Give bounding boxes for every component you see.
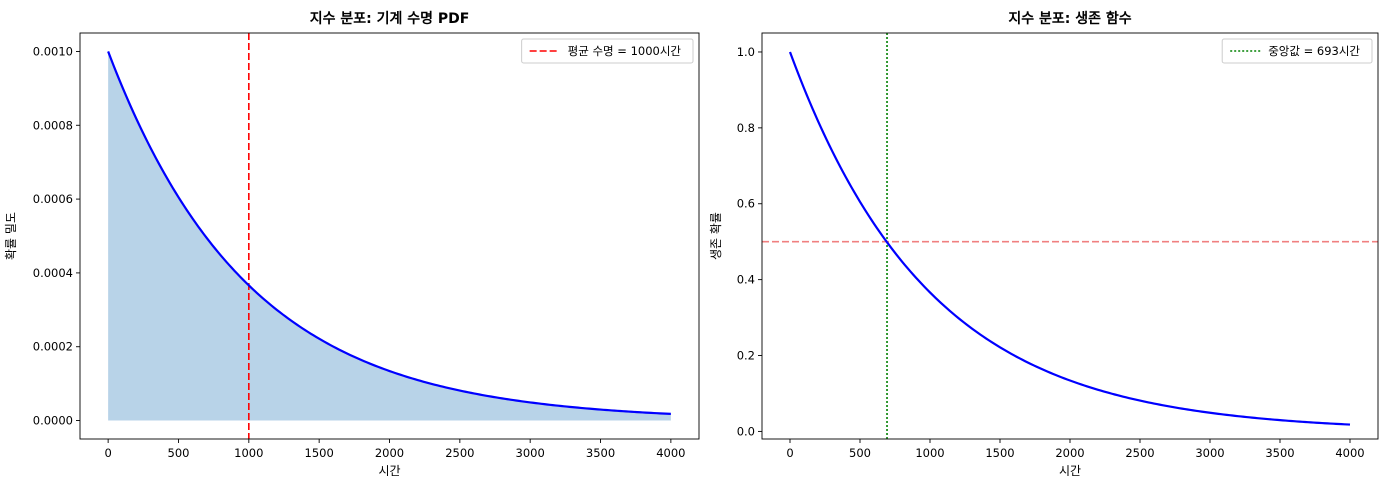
x-tick-label: 0 — [104, 446, 111, 460]
x-tick-label: 500 — [168, 446, 190, 460]
x-tick-label: 0 — [786, 446, 793, 460]
data-point — [283, 313, 285, 315]
x-tick-label: 2000 — [1055, 446, 1084, 460]
x-tick-label: 3500 — [1265, 446, 1294, 460]
x-tick-label: 2000 — [375, 446, 404, 460]
data-point — [1139, 399, 1141, 401]
x-tick-label: 3000 — [1195, 446, 1224, 460]
x-tick-label: 1500 — [985, 446, 1014, 460]
data-point — [1104, 390, 1106, 392]
data-point — [1034, 364, 1036, 366]
y-tick-label: 0.0010 — [33, 44, 73, 58]
y-tick-label: 0.0008 — [33, 118, 73, 132]
data-point — [1174, 406, 1176, 408]
data-point — [212, 245, 214, 247]
area-fill — [108, 51, 671, 421]
y-tick-label: 0.0000 — [33, 414, 73, 428]
y-tick-label: 0.0002 — [33, 340, 73, 354]
data-point — [564, 405, 566, 407]
legend: 평균 수명 = 1000시간 — [521, 38, 694, 64]
y-tick-label: 0.6 — [737, 197, 755, 211]
series-line — [107, 51, 671, 415]
y-axis-label: 생존 확률 — [709, 212, 723, 260]
pdf-chart-panel: 0 500 1000 1500 2000 2500 3000 3500 4000 0.0000 0.… — [4, 10, 700, 478]
data-point — [964, 321, 966, 323]
x-tick-label: 4000 — [1335, 446, 1364, 460]
data-point — [423, 381, 425, 383]
data-point — [824, 135, 826, 137]
data-point — [634, 410, 636, 412]
data-point — [318, 337, 320, 339]
data-point — [894, 251, 896, 253]
data-point — [248, 284, 250, 286]
x-tick-label: 4000 — [656, 446, 685, 460]
data-point — [999, 346, 1001, 348]
data-point — [529, 401, 531, 403]
data-point — [1209, 411, 1211, 413]
x-tick-label: 3000 — [516, 446, 545, 460]
data-point — [107, 50, 109, 52]
y-tick-label: 0.0006 — [33, 192, 73, 206]
x-tick-label: 1500 — [305, 446, 334, 460]
data-point — [459, 389, 461, 391]
y-tick-label: 0.8 — [737, 121, 755, 135]
data-point — [388, 370, 390, 372]
x-tick-label: 2500 — [1125, 446, 1154, 460]
data-point — [1279, 419, 1281, 421]
survival-chart-panel: 0 500 1000 1500 2000 2500 3000 3500 4000 0.0 0.2 0.… — [709, 10, 1379, 478]
data-point — [1349, 423, 1351, 425]
chart-title: 지수 분포: 기계 수명 PDF — [310, 10, 470, 27]
plot-frame — [761, 32, 1379, 440]
data-point — [177, 195, 179, 197]
legend-label: 평균 수명 = 1000시간 — [568, 44, 682, 58]
y-tick-label: 0.2 — [737, 349, 755, 363]
legend-box — [521, 38, 694, 64]
x-tick-label: 500 — [849, 446, 871, 460]
chart-title: 지수 분포: 생존 함수 — [1008, 10, 1131, 27]
legend: 중앙값 = 693시간 — [1221, 38, 1373, 64]
data-point — [494, 396, 496, 398]
x-axis-label: 시간 — [378, 464, 400, 478]
series-line — [788, 51, 1351, 426]
x-tick-label: 3500 — [586, 446, 615, 460]
data-point — [859, 200, 861, 202]
data-point — [142, 132, 144, 134]
data-point — [789, 51, 791, 53]
y-tick-label: 0.0004 — [33, 266, 73, 280]
data-point — [1314, 421, 1316, 423]
x-tick-label: 1000 — [234, 446, 263, 460]
data-point — [670, 413, 672, 415]
y-tick-label: 1.0 — [737, 45, 755, 59]
y-axis-label: 확률 밀도 — [4, 212, 18, 260]
x-tick-label: 2500 — [445, 446, 474, 460]
data-point — [599, 408, 601, 410]
x-tick-label: 1000 — [915, 446, 944, 460]
x-axis-label: 시간 — [1059, 464, 1081, 478]
data-point — [353, 355, 355, 357]
legend-box — [1221, 38, 1373, 64]
y-tick-label: 0.0 — [737, 424, 755, 438]
data-point — [929, 291, 931, 293]
data-point — [1069, 379, 1071, 381]
legend-label: 중앙값 = 693시간 — [1268, 44, 1360, 58]
data-point — [1244, 415, 1246, 417]
y-tick-label: 0.4 — [737, 273, 755, 287]
